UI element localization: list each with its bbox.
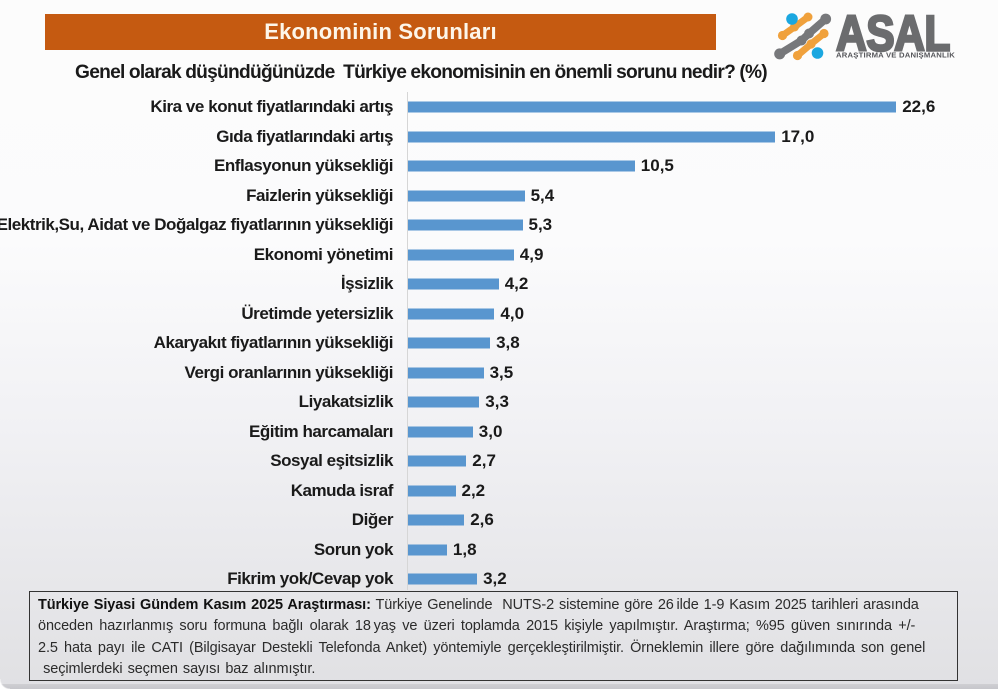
svg-text:ASAL: ASAL xyxy=(836,8,950,61)
svg-text:ARAŞTIRMA VE DANIŞMANLIK: ARAŞTIRMA VE DANIŞMANLIK xyxy=(836,51,955,60)
